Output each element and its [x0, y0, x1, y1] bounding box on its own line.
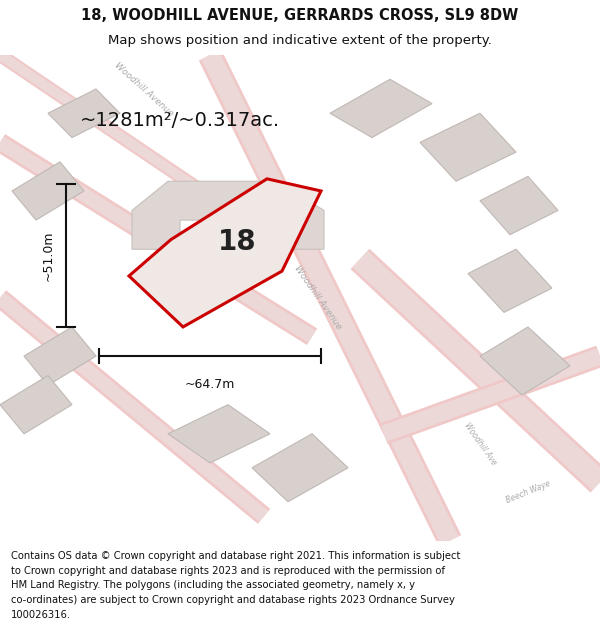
Polygon shape [12, 162, 84, 220]
Text: Beech Waye: Beech Waye [505, 479, 551, 505]
Text: Woodhill Avenue: Woodhill Avenue [293, 264, 343, 331]
Text: Woodhill Ave: Woodhill Ave [462, 421, 498, 466]
Text: ~64.7m: ~64.7m [185, 378, 235, 391]
Text: 100026316.: 100026316. [11, 610, 71, 620]
Text: ~1281m²/~0.317ac.: ~1281m²/~0.317ac. [80, 111, 280, 130]
Polygon shape [129, 179, 321, 327]
Polygon shape [468, 249, 552, 312]
Text: Woodhill Avenue: Woodhill Avenue [113, 60, 175, 118]
Polygon shape [330, 79, 432, 138]
Polygon shape [24, 327, 96, 385]
Text: co-ordinates) are subject to Crown copyright and database rights 2023 Ordnance S: co-ordinates) are subject to Crown copyr… [11, 595, 455, 605]
Polygon shape [252, 434, 348, 502]
Text: ~51.0m: ~51.0m [41, 230, 55, 281]
Polygon shape [480, 327, 570, 395]
Polygon shape [420, 113, 516, 181]
Text: Map shows position and indicative extent of the property.: Map shows position and indicative extent… [108, 34, 492, 48]
Polygon shape [168, 404, 270, 463]
Polygon shape [48, 89, 120, 138]
Text: 18: 18 [218, 228, 257, 256]
Text: to Crown copyright and database rights 2023 and is reproduced with the permissio: to Crown copyright and database rights 2… [11, 566, 445, 576]
Text: HM Land Registry. The polygons (including the associated geometry, namely x, y: HM Land Registry. The polygons (includin… [11, 580, 415, 590]
Polygon shape [0, 376, 72, 434]
Polygon shape [480, 176, 558, 234]
Text: Contains OS data © Crown copyright and database right 2021. This information is : Contains OS data © Crown copyright and d… [11, 551, 460, 561]
Text: 18, WOODHILL AVENUE, GERRARDS CROSS, SL9 8DW: 18, WOODHILL AVENUE, GERRARDS CROSS, SL9… [82, 8, 518, 23]
Polygon shape [132, 181, 324, 249]
